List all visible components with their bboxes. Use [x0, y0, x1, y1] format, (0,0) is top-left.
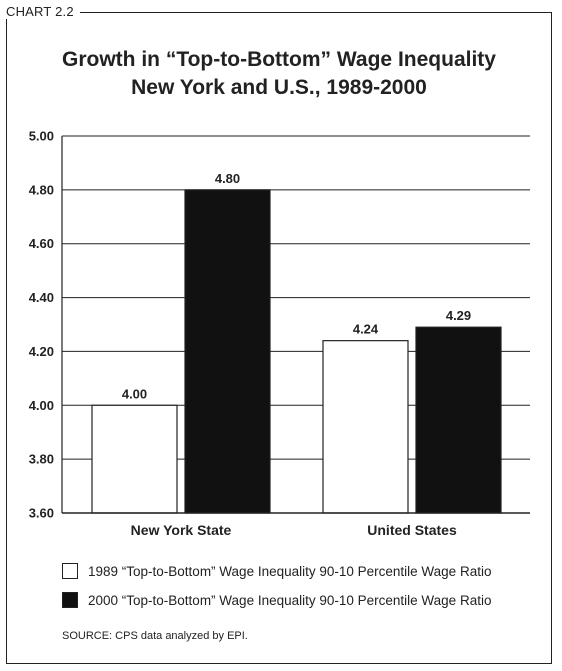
- data-label: 4.24: [353, 322, 379, 337]
- y-tick-label: 4.20: [29, 344, 54, 359]
- bar: [184, 189, 271, 514]
- y-tick-label: 4.40: [29, 290, 54, 305]
- data-label: 4.80: [215, 171, 240, 186]
- y-tick-label: 3.80: [29, 452, 54, 467]
- bar-chart: 3.60 3.80 4.00 4.20 4.40 4.60 4.80 5.00 4.00 4.80…: [29, 129, 530, 539]
- legend-item-1989: 1989 “Top-to-Bottom” Wage Inequality 90-…: [62, 563, 491, 579]
- y-tick-label: 3.60: [29, 506, 54, 521]
- bar: [415, 326, 502, 514]
- data-label: 4.29: [446, 308, 471, 323]
- labels: 3.60 3.80 4.00 4.20 4.40 4.60 4.80 5.00 4.00 4.80…: [29, 129, 471, 539]
- legend-swatch-1989: [62, 563, 78, 579]
- legend-label-2000: 2000 “Top-to-Bottom” Wage Inequality 90-…: [88, 592, 492, 608]
- bar: [91, 404, 178, 514]
- chart-frame: [6, 12, 552, 664]
- axes: [61, 136, 530, 514]
- chart-number-label: CHART 2.2: [4, 4, 80, 19]
- x-category-label: New York State: [131, 522, 232, 538]
- chart-title-line2: New York and U.S., 1989-2000: [131, 76, 427, 99]
- legend-swatch-2000: [62, 592, 78, 608]
- y-tick-label: 4.60: [29, 236, 54, 251]
- x-category-label: United States: [367, 522, 457, 538]
- legend-label-1989: 1989 “Top-to-Bottom” Wage Inequality 90-…: [88, 563, 492, 579]
- y-tick-label: 4.00: [29, 398, 54, 413]
- y-tick-label: 4.80: [29, 182, 54, 197]
- legend-item-2000: 2000 “Top-to-Bottom” Wage Inequality 90-…: [62, 592, 491, 608]
- source-note: SOURCE: CPS data analyzed by EPI.: [62, 630, 248, 642]
- bars: [91, 189, 502, 514]
- y-tick-label: 5.00: [29, 129, 54, 144]
- bar: [322, 340, 409, 514]
- data-label: 4.00: [122, 386, 147, 401]
- chart-title-line1: Growth in “Top-to-Bottom” Wage Inequalit…: [62, 48, 496, 71]
